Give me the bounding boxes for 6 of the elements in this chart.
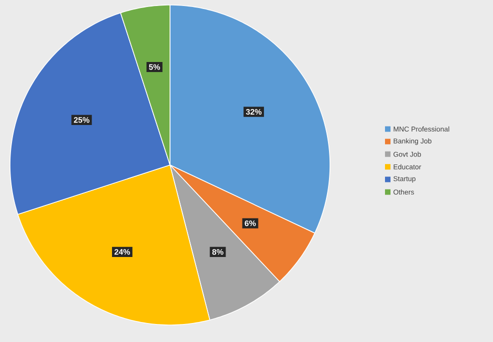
data-label: 25% xyxy=(74,117,90,123)
data-label: 24% xyxy=(114,249,130,255)
data-label: 8% xyxy=(212,249,224,255)
data-label: 5% xyxy=(148,64,160,70)
data-label: 6% xyxy=(244,220,256,226)
data-label: 32% xyxy=(246,109,262,115)
